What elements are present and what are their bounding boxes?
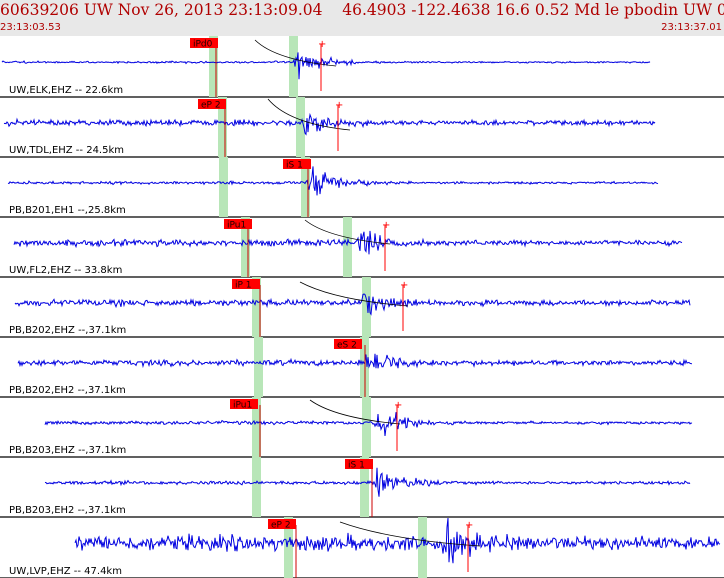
pick-label-box	[224, 219, 252, 229]
amplitude-marker-plus: +	[318, 39, 326, 50]
waveform	[7, 166, 659, 196]
station-label: PB,B202,EHZ --,37.1km	[9, 325, 126, 336]
waveform	[44, 412, 693, 436]
s-window-band	[343, 217, 352, 277]
pick-label-text: eS 2	[337, 341, 357, 351]
waveform	[1, 52, 651, 80]
trace-panel[interactable]: + iPd0 UW,ELK,EHZ -- 22.6km	[0, 36, 724, 98]
arrival-curve	[309, 399, 401, 425]
waveform	[14, 293, 691, 316]
seismogram-panel[interactable]: + iPd0 UW,ELK,EHZ -- 22.6km + eP 2 UW,TDL,EHZ…	[0, 36, 724, 578]
waveform	[3, 112, 656, 136]
pick-label-box	[345, 459, 373, 469]
pick-label-box	[334, 339, 362, 349]
trace-panel[interactable]: iS 1 PB,B203,EH2 --,37.1km	[0, 457, 724, 518]
trace-panel[interactable]: iS 1 PB,B201,EH1 --,25.8km	[0, 157, 724, 218]
p-window-band	[209, 36, 218, 97]
amplitude-marker-plus: +	[394, 400, 402, 411]
pick-label-text: iS 1	[348, 461, 365, 471]
amplitude-marker-plus: +	[400, 280, 408, 291]
pick-label[interactable]: iS 1	[345, 459, 373, 471]
pick-label-text: eP 2	[271, 521, 291, 531]
arrival-curve	[254, 39, 337, 67]
pick-label-text: iP 1	[235, 281, 252, 291]
s-window-band	[362, 397, 371, 457]
pick-label[interactable]: eS 2	[334, 339, 362, 351]
pick-label-text: iS 1	[286, 161, 303, 171]
trace-panel[interactable]: eS 2 PB,B202,EH2 --,37.1km	[0, 337, 724, 398]
start-time: 23:13:03.53	[0, 22, 61, 33]
event-header: 60639206 UW Nov 26, 2013 23:13:09.04 46.…	[0, 0, 724, 36]
s-window-band	[289, 36, 298, 97]
pick-label-box	[230, 399, 258, 409]
pick-label-text: eP 2	[201, 101, 221, 111]
s-window-band	[362, 277, 371, 337]
station-label: UW,LVP,EHZ -- 47.4km	[9, 566, 122, 577]
p-window-band	[252, 457, 261, 517]
p-window-band	[241, 217, 250, 277]
end-time: 23:13:37.01	[661, 22, 722, 33]
pick-label-box	[190, 38, 218, 48]
trace-panel[interactable]: + iPu1 UW,FL2,EHZ -- 33.8km	[0, 217, 724, 278]
station-label: PB,B201,EH1 --,25.8km	[9, 205, 126, 216]
p-window-band	[252, 277, 261, 337]
s-window-band	[301, 157, 310, 217]
s-window-band	[418, 517, 427, 578]
waveform	[44, 467, 691, 497]
station-label: UW,ELK,EHZ -- 22.6km	[9, 85, 123, 96]
p-window-band	[218, 97, 227, 157]
trace-panel[interactable]: + eP 2 UW,TDL,EHZ -- 24.5km	[0, 97, 724, 158]
event-title: 60639206 UW Nov 26, 2013 23:13:09.04 46.…	[0, 1, 724, 19]
pick-label-box	[198, 99, 226, 109]
pick-label-box	[232, 279, 260, 289]
pick-label[interactable]: iPu1	[224, 219, 252, 231]
station-label: UW,TDL,EHZ -- 24.5km	[9, 145, 124, 156]
pick-label-box	[268, 519, 296, 529]
trace-panel[interactable]: + iPu1 PB,B203,EHZ --,37.1km	[0, 397, 724, 458]
station-label: PB,B203,EHZ --,37.1km	[9, 445, 126, 456]
pick-label[interactable]: iPd0	[190, 38, 218, 50]
s-window-band	[360, 457, 369, 517]
pick-label-box	[283, 159, 311, 169]
pick-label[interactable]: eP 2	[198, 99, 226, 111]
trace-panel[interactable]: + eP 2 UW,LVP,EHZ -- 47.4km	[0, 517, 724, 578]
waveform	[13, 230, 683, 255]
p-window-band	[254, 337, 263, 397]
pick-label[interactable]: iS 1	[283, 159, 311, 171]
s-window-band	[296, 97, 305, 157]
amplitude-marker-plus: +	[382, 220, 390, 231]
p-window-band	[252, 397, 261, 457]
waveform	[74, 517, 721, 564]
p-window-band	[219, 157, 228, 217]
pick-label-text: iPu1	[227, 221, 246, 231]
pick-label[interactable]: eP 2	[268, 519, 296, 531]
station-label: PB,B202,EH2 --,37.1km	[9, 385, 126, 396]
station-label: UW,FL2,EHZ -- 33.8km	[9, 265, 122, 276]
pick-label-text: iPd0	[193, 40, 213, 50]
amplitude-marker-plus: +	[465, 520, 473, 531]
arrival-curve	[339, 521, 481, 547]
station-label: PB,B203,EH2 --,37.1km	[9, 505, 126, 516]
pick-label[interactable]: iPu1	[230, 399, 258, 411]
waveform	[17, 353, 693, 369]
pick-label[interactable]: iP 1	[232, 279, 260, 291]
arrival-curve	[304, 219, 391, 245]
amplitude-marker-plus: +	[335, 100, 343, 111]
trace-panel[interactable]: + iP 1 PB,B202,EHZ --,37.1km	[0, 277, 724, 338]
p-window-band	[284, 517, 293, 578]
arrival-curve	[299, 281, 409, 307]
pick-label-text: iPu1	[233, 401, 252, 411]
